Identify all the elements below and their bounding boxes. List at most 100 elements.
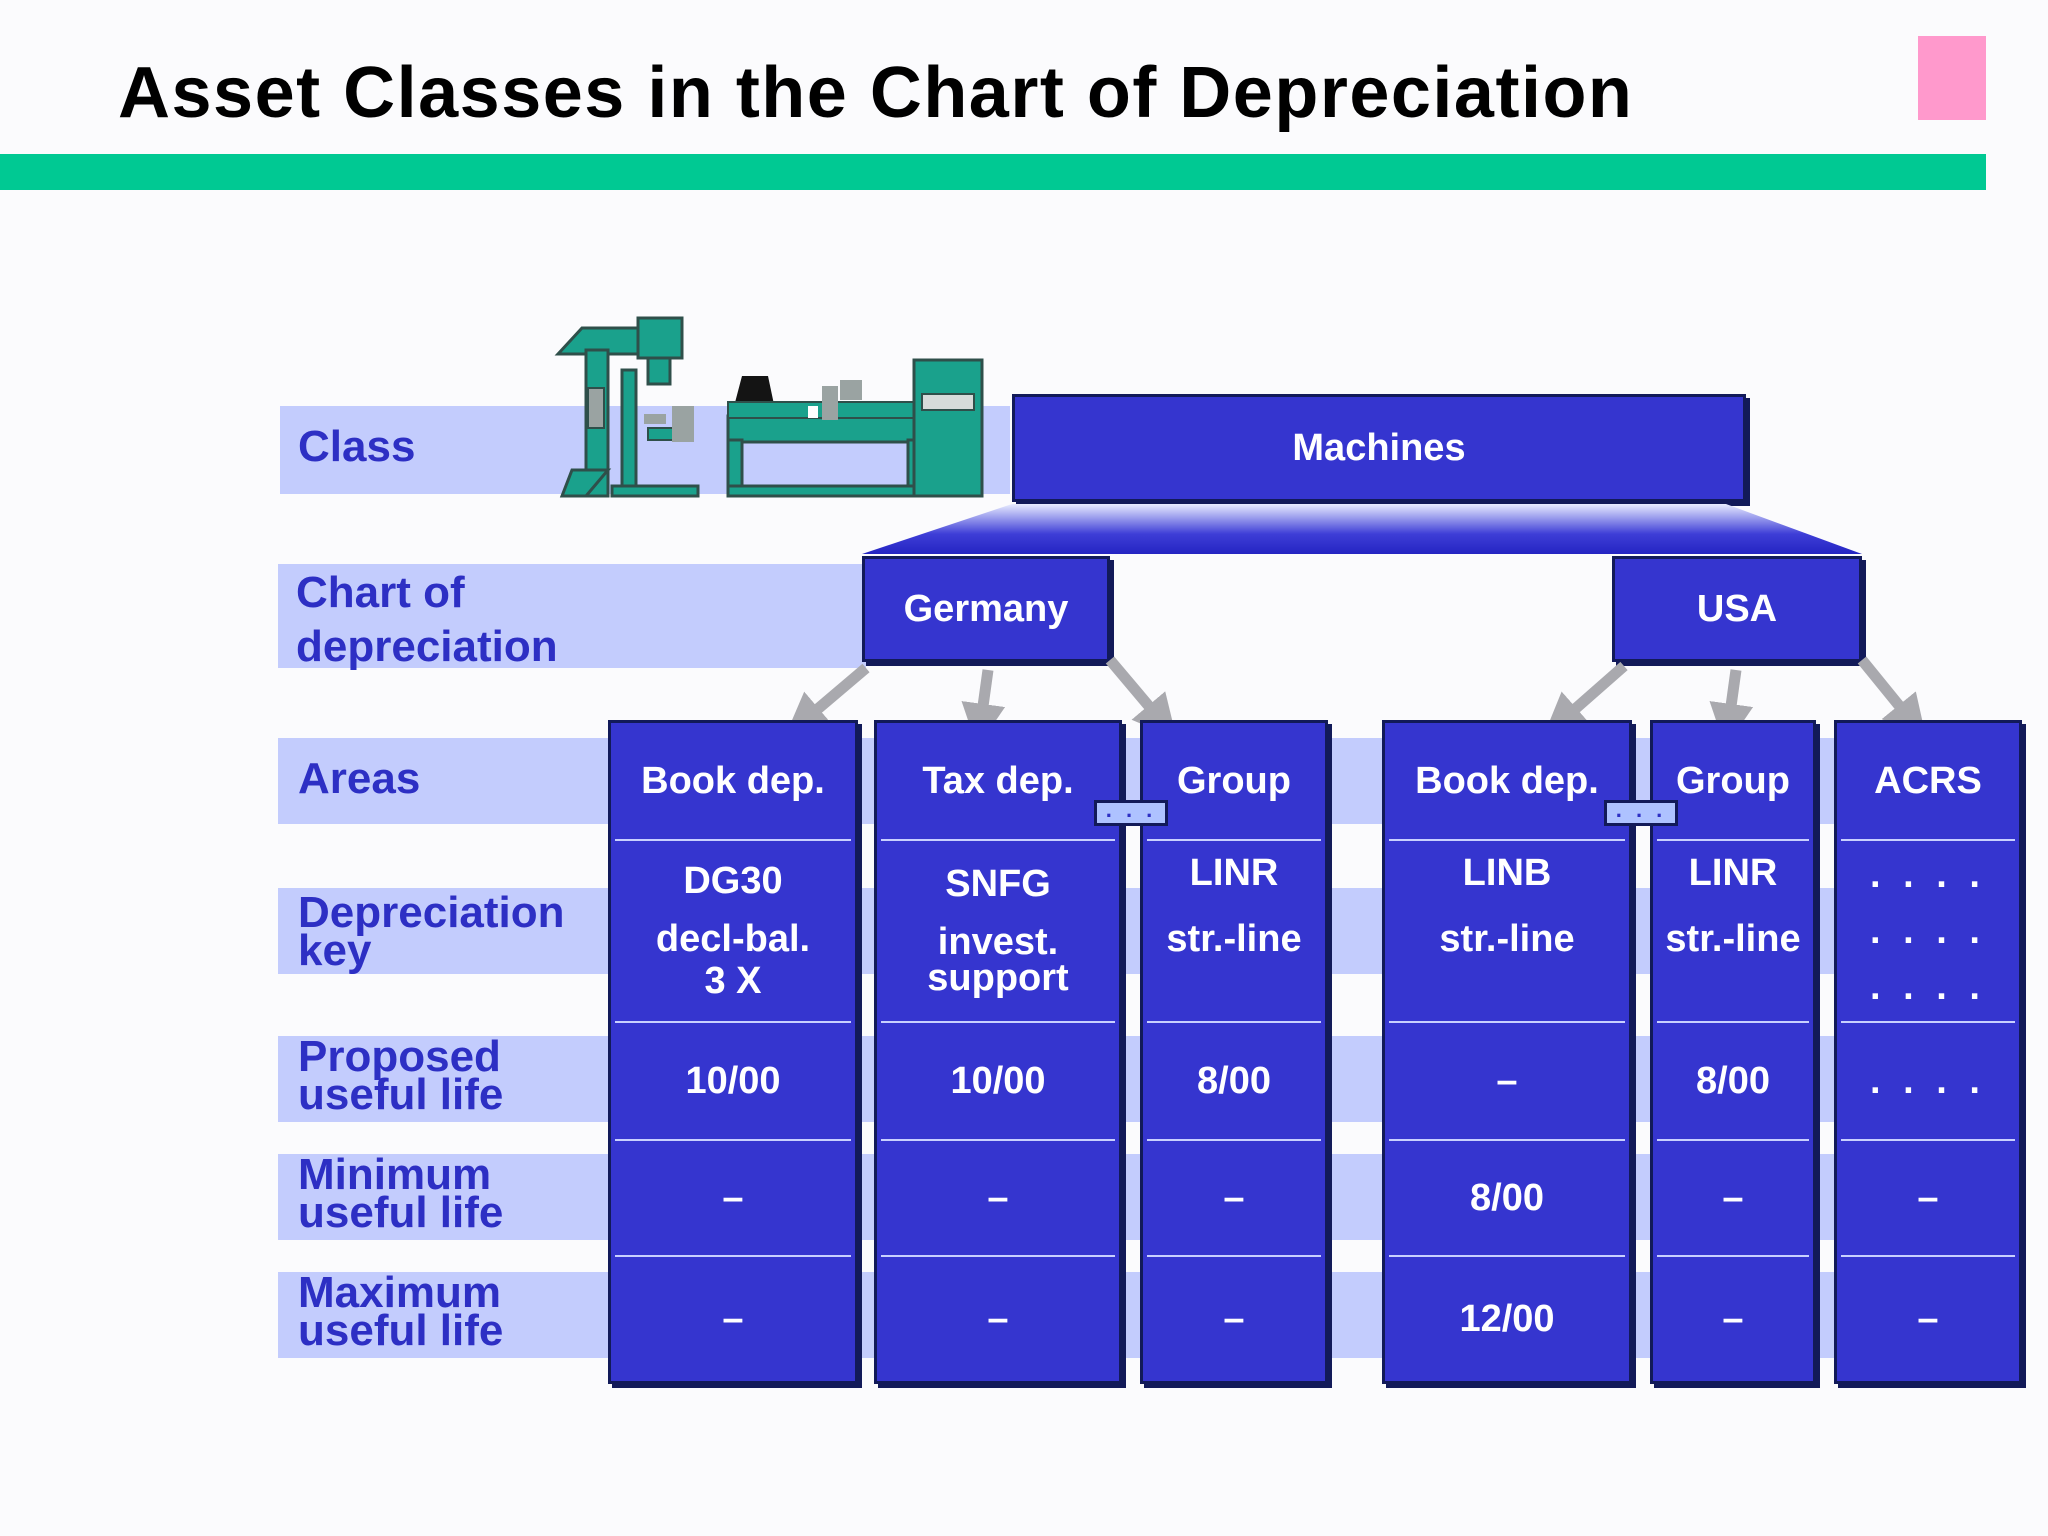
divider — [1147, 839, 1321, 841]
key-line: str.-line — [1439, 918, 1575, 960]
area-column: Group LINR str.-line 8/00 – – — [1650, 720, 1816, 1384]
key-line: . . . . — [1870, 910, 1986, 952]
key-line: str.-line — [1166, 918, 1302, 960]
proposed-life: 10/00 — [950, 1060, 1046, 1102]
divider — [881, 1021, 1115, 1023]
divider — [1389, 1021, 1625, 1023]
arrow-germany-tax — [961, 669, 1006, 748]
maximum-life: – — [1223, 1298, 1245, 1340]
divider — [1389, 839, 1625, 841]
minimum-life: – — [1917, 1177, 1939, 1219]
proposed-life: 8/00 — [1696, 1060, 1770, 1102]
area-column: ACRS . . . . . . . . . . . . . . . . – – — [1834, 720, 2022, 1384]
chart-box-germany: Germany — [862, 556, 1110, 662]
tree-spread — [862, 504, 1862, 554]
divider — [1657, 1139, 1809, 1141]
arrow-usa-book — [1543, 661, 1628, 738]
minimum-life: 8/00 — [1470, 1177, 1544, 1219]
minimum-life: – — [987, 1177, 1009, 1219]
key-line: DG30 — [683, 860, 783, 902]
maximum-life: – — [1917, 1298, 1939, 1340]
divider — [1657, 1021, 1809, 1023]
area-name: Tax dep. — [922, 760, 1074, 802]
depreciation-key: DG30 decl-bal. 3 X — [611, 841, 855, 1021]
arrow-usa-group — [1709, 669, 1754, 748]
proposed-life: – — [1496, 1060, 1518, 1102]
divider — [1841, 1139, 2015, 1141]
arrow-germany-group — [1105, 656, 1177, 740]
maximum-life: – — [1722, 1298, 1744, 1340]
key-line: . . . . — [1870, 966, 1986, 1008]
area-connector: . . . — [1094, 799, 1168, 826]
arrows-layer — [784, 656, 1927, 748]
area-name: Group — [1676, 760, 1790, 802]
area-column: Book dep. DG30 decl-bal. 3 X 10/00 – – — [608, 720, 858, 1384]
area-column: Book dep. LINB str.-line – 8/00 12/00 — [1382, 720, 1632, 1384]
depreciation-key: . . . . . . . . . . . . — [1837, 841, 2019, 1021]
divider — [615, 1021, 851, 1023]
divider — [1841, 839, 2015, 841]
title-underline-bar — [0, 154, 1986, 190]
key-line: . . . . — [1870, 854, 1986, 896]
divider — [1657, 1255, 1809, 1257]
divider — [1657, 839, 1809, 841]
key-line: SNFG — [945, 863, 1051, 905]
row-label-proposed: Proposed useful life — [298, 1032, 504, 1119]
row-label-areas: Areas — [298, 754, 421, 803]
divider — [615, 1255, 851, 1257]
divider — [881, 1139, 1115, 1141]
class-box-machines: Machines — [1012, 394, 1746, 502]
depreciation-key: LINR str.-line — [1143, 841, 1325, 1021]
corner-marker — [1918, 36, 1986, 120]
row-label-chart: Chart of depreciation — [296, 568, 558, 671]
maximum-life: – — [987, 1298, 1009, 1340]
key-line: invest. — [937, 921, 1059, 963]
page-title: Asset Classes in the Chart of Depreciati… — [118, 53, 1634, 133]
minimum-life: – — [1223, 1177, 1245, 1219]
divider — [1841, 1021, 2015, 1023]
key-line: LINB — [1462, 852, 1552, 894]
key-line: LINR — [1688, 852, 1778, 894]
depreciation-key: LINB str.-line — [1385, 841, 1629, 1021]
minimum-life: – — [722, 1177, 744, 1219]
divider — [1147, 1139, 1321, 1141]
proposed-life: 10/00 — [685, 1060, 781, 1102]
minimum-life: – — [1722, 1177, 1744, 1219]
maximum-life: 12/00 — [1459, 1298, 1555, 1340]
divider — [881, 839, 1115, 841]
divider — [1841, 1255, 2015, 1257]
divider — [615, 839, 851, 841]
depreciation-key: LINR str.-line — [1653, 841, 1813, 1021]
chart-box-usa: USA — [1612, 556, 1862, 662]
key-line: LINR — [1189, 852, 1279, 894]
depreciation-key: SNFG invest. support — [877, 841, 1119, 1021]
band-chart — [278, 564, 866, 668]
row-label-key: Depreciation key — [298, 888, 565, 975]
area-connector: . . . — [1604, 799, 1678, 826]
key-line: support — [927, 957, 1069, 999]
key-line: 3 X — [704, 960, 762, 1002]
divider — [1389, 1255, 1625, 1257]
row-label-minimum: Minimum useful life — [298, 1150, 504, 1237]
area-column: Group LINR str.-line 8/00 – – — [1140, 720, 1328, 1384]
maximum-life: – — [722, 1298, 744, 1340]
lathe-machine-icon — [554, 316, 984, 498]
divider — [1389, 1139, 1625, 1141]
divider — [1147, 1021, 1321, 1023]
key-line: str.-line — [1665, 918, 1801, 960]
proposed-life: 8/00 — [1197, 1060, 1271, 1102]
arrow-germany-book — [784, 663, 870, 737]
divider — [1147, 1255, 1321, 1257]
row-label-class: Class — [298, 422, 416, 471]
proposed-life: . . . . — [1870, 1060, 1986, 1102]
divider — [615, 1139, 851, 1141]
key-line: decl-bal. — [655, 918, 811, 960]
area-name: ACRS — [1874, 760, 1982, 802]
area-name: Book dep. — [1415, 760, 1599, 802]
area-name: Book dep. — [641, 760, 825, 802]
arrow-usa-acrs — [1857, 656, 1927, 740]
area-name: Group — [1177, 760, 1291, 802]
area-column: Tax dep. SNFG invest. support 10/00 – – — [874, 720, 1122, 1384]
divider — [881, 1255, 1115, 1257]
row-label-maximum: Maximum useful life — [298, 1268, 504, 1355]
